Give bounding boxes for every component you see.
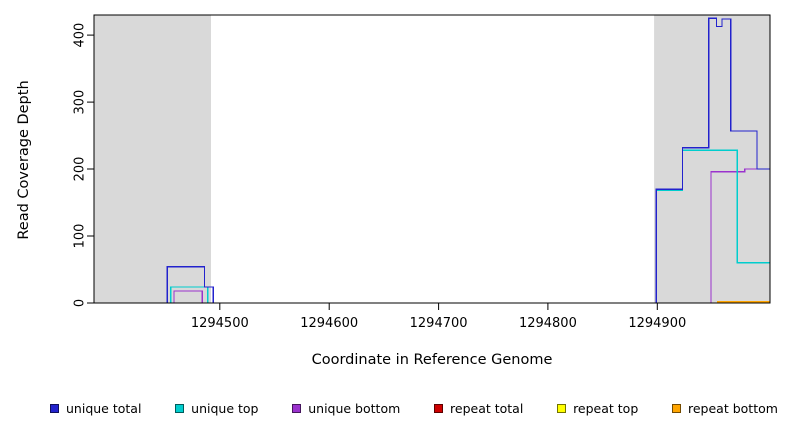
chart-legend: unique total unique top unique bottom re… bbox=[0, 398, 792, 418]
y-axis-label: Read Coverage Depth bbox=[16, 80, 32, 240]
legend-swatch-repeat-total-icon bbox=[434, 403, 444, 413]
legend-label-unique-total: unique total bbox=[66, 400, 142, 416]
svg-text:0: 0 bbox=[73, 299, 88, 307]
legend-swatch-repeat-bottom-icon bbox=[672, 403, 681, 413]
svg-text:300: 300 bbox=[73, 90, 88, 115]
svg-text:1294500: 1294500 bbox=[191, 316, 249, 331]
legend-label-repeat-total: repeat total bbox=[450, 400, 524, 416]
legend-item-unique-bottom: unique bottom bbox=[292, 401, 400, 416]
legend-item-repeat-top: repeat top bbox=[557, 401, 638, 416]
x-axis-label: Coordinate in Reference Genome bbox=[311, 352, 553, 368]
svg-text:1294800: 1294800 bbox=[519, 316, 577, 331]
legend-item-repeat-bottom: repeat bottom bbox=[672, 401, 778, 416]
svg-text:1294700: 1294700 bbox=[410, 316, 468, 331]
svg-text:1294900: 1294900 bbox=[628, 316, 686, 331]
legend-swatch-unique-total-icon bbox=[50, 403, 59, 413]
legend-label-repeat-top: repeat top bbox=[573, 400, 639, 416]
svg-text:100: 100 bbox=[73, 224, 88, 249]
legend-swatch-repeat-top-icon bbox=[557, 403, 567, 413]
legend-item-unique-total: unique total bbox=[50, 401, 141, 416]
svg-text:1294600: 1294600 bbox=[300, 316, 358, 331]
svg-text:200: 200 bbox=[73, 157, 88, 182]
coverage-chart: 1294500 1294600 1294700 1294800 1294900 0 100 2… bbox=[73, 14, 771, 331]
legend-label-repeat-bottom: repeat bottom bbox=[688, 400, 778, 416]
svg-text:400: 400 bbox=[73, 23, 88, 48]
legend-item-repeat-total: repeat total bbox=[434, 401, 523, 416]
legend-label-unique-bottom: unique bottom bbox=[308, 400, 401, 416]
legend-swatch-unique-top-icon bbox=[175, 403, 185, 413]
legend-swatch-unique-bottom-icon bbox=[292, 403, 302, 413]
legend-label-unique-top: unique top bbox=[191, 400, 259, 416]
legend-item-unique-top: unique top bbox=[175, 401, 258, 416]
